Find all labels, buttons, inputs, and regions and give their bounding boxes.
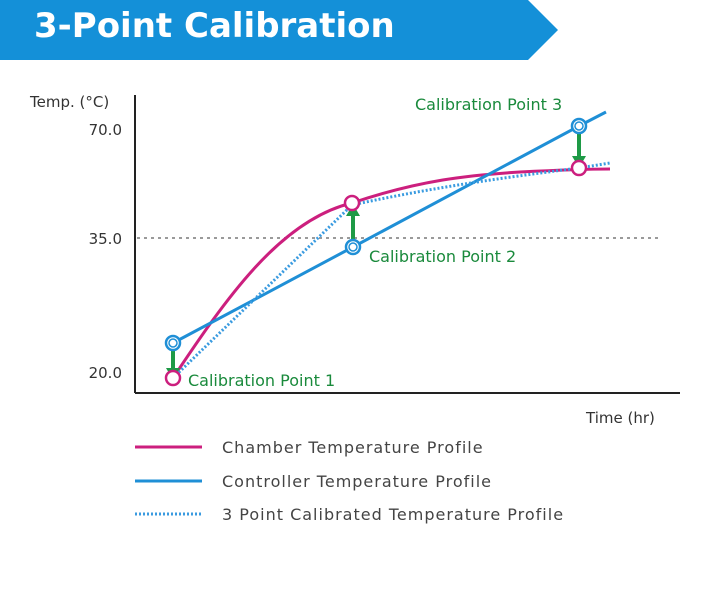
- legend-label-chamber: Chamber Temperature Profile: [222, 438, 484, 457]
- series-line-controller: [172, 110, 607, 345]
- y-axis-label: Temp. (°C): [29, 93, 109, 111]
- series-line-chamber: [171, 167, 611, 379]
- x-axis-label: Time (hr): [585, 409, 655, 427]
- chamber-marker: [570, 159, 588, 177]
- y-tick-label: 20.0: [89, 364, 122, 382]
- y-tick-label: 35.0: [89, 230, 122, 248]
- controller-marker-inner: [574, 121, 584, 131]
- controller-marker-inner: [168, 338, 178, 348]
- controller-marker-inner: [348, 242, 358, 252]
- chamber-marker: [164, 369, 182, 387]
- calibration-point-2-label: Calibration Point 2: [369, 247, 516, 266]
- series-line-calibrated: [171, 161, 611, 380]
- legend-label-controller: Controller Temperature Profile: [222, 472, 492, 491]
- controller-marker: [344, 238, 362, 256]
- y-tick-label: 70.0: [89, 121, 122, 139]
- page-title: 3-Point Calibration: [34, 6, 395, 46]
- title-banner: [0, 0, 558, 60]
- calibration-point-3-label: Calibration Point 3: [415, 95, 562, 114]
- legend: Chamber Temperature Profile Controller T…: [135, 438, 564, 524]
- legend-label-calibrated: 3 Point Calibrated Temperature Profile: [222, 505, 564, 524]
- controller-marker: [570, 117, 588, 135]
- chamber-marker: [343, 194, 361, 212]
- controller-marker: [164, 334, 182, 352]
- calibration-markers: [164, 117, 588, 387]
- calibration-point-1-label: Calibration Point 1: [188, 371, 335, 390]
- title-banner-shape: [0, 0, 558, 60]
